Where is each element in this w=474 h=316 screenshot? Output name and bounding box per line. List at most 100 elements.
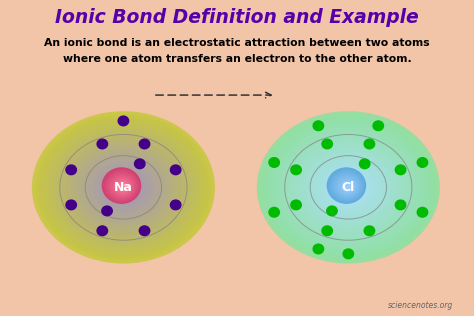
Ellipse shape [72, 145, 175, 230]
Circle shape [334, 174, 360, 198]
Ellipse shape [78, 149, 169, 225]
Ellipse shape [264, 117, 433, 258]
Ellipse shape [315, 160, 382, 215]
Ellipse shape [111, 177, 136, 198]
Circle shape [341, 181, 354, 193]
Ellipse shape [114, 180, 133, 195]
Ellipse shape [108, 175, 138, 200]
Circle shape [119, 184, 127, 191]
Ellipse shape [345, 185, 351, 190]
Ellipse shape [69, 142, 178, 233]
Ellipse shape [257, 112, 439, 263]
Circle shape [359, 159, 370, 169]
Circle shape [66, 165, 76, 175]
Circle shape [105, 171, 138, 201]
Ellipse shape [54, 130, 193, 245]
Circle shape [171, 200, 181, 210]
Circle shape [269, 207, 279, 217]
Ellipse shape [66, 140, 181, 235]
Ellipse shape [336, 177, 360, 198]
Circle shape [139, 139, 150, 149]
Ellipse shape [303, 149, 394, 225]
Circle shape [66, 200, 76, 210]
Ellipse shape [105, 172, 142, 203]
Circle shape [328, 168, 365, 203]
Text: Cl: Cl [342, 181, 355, 194]
Circle shape [346, 185, 351, 190]
Circle shape [111, 176, 134, 197]
Circle shape [97, 139, 108, 149]
Circle shape [395, 165, 406, 175]
Circle shape [291, 200, 301, 210]
Circle shape [338, 178, 356, 195]
Ellipse shape [291, 140, 406, 235]
Text: sciencenotes.org: sciencenotes.org [388, 301, 453, 310]
Ellipse shape [93, 162, 154, 213]
Ellipse shape [96, 165, 151, 210]
Ellipse shape [261, 114, 436, 260]
Ellipse shape [270, 122, 427, 253]
Circle shape [118, 116, 128, 126]
Ellipse shape [81, 152, 166, 222]
Circle shape [313, 121, 324, 131]
Ellipse shape [288, 137, 409, 238]
Text: where one atom transfers an electron to the other atom.: where one atom transfers an electron to … [63, 54, 411, 64]
Circle shape [122, 186, 125, 188]
Circle shape [329, 169, 365, 202]
Circle shape [395, 200, 406, 210]
Circle shape [118, 182, 128, 191]
Ellipse shape [285, 135, 412, 240]
Ellipse shape [90, 160, 157, 215]
Circle shape [108, 173, 136, 199]
Ellipse shape [33, 112, 214, 263]
Ellipse shape [60, 135, 187, 240]
Circle shape [333, 173, 361, 199]
Ellipse shape [75, 147, 172, 228]
Circle shape [171, 165, 181, 175]
Circle shape [347, 186, 349, 188]
Circle shape [269, 158, 279, 167]
Circle shape [343, 249, 354, 258]
Circle shape [102, 168, 141, 203]
Circle shape [107, 172, 137, 200]
Ellipse shape [275, 127, 421, 248]
Circle shape [109, 174, 135, 198]
Ellipse shape [45, 122, 202, 253]
Circle shape [115, 179, 130, 194]
Circle shape [327, 206, 337, 216]
Ellipse shape [297, 145, 400, 230]
Ellipse shape [333, 175, 364, 200]
Ellipse shape [118, 182, 129, 192]
Circle shape [336, 176, 359, 197]
Circle shape [331, 172, 362, 200]
Ellipse shape [294, 142, 403, 233]
Circle shape [139, 226, 150, 236]
Circle shape [97, 226, 108, 236]
Text: Ionic Bond Definition and Example: Ionic Bond Definition and Example [55, 8, 419, 27]
Ellipse shape [51, 127, 196, 248]
Ellipse shape [309, 155, 388, 220]
Circle shape [337, 177, 357, 196]
Ellipse shape [306, 152, 391, 222]
Ellipse shape [38, 117, 208, 258]
Ellipse shape [36, 114, 211, 260]
Ellipse shape [84, 155, 163, 220]
Ellipse shape [318, 162, 379, 213]
Ellipse shape [57, 132, 190, 243]
Circle shape [102, 206, 112, 216]
Ellipse shape [63, 137, 184, 238]
Ellipse shape [342, 182, 355, 192]
Circle shape [112, 177, 133, 196]
Ellipse shape [327, 170, 370, 205]
Circle shape [135, 159, 145, 169]
Ellipse shape [99, 167, 147, 208]
Circle shape [291, 165, 301, 175]
Circle shape [344, 184, 352, 191]
Text: An ionic bond is an electrostatic attraction between two atoms: An ionic bond is an electrostatic attrac… [44, 38, 430, 48]
Circle shape [373, 121, 383, 131]
Ellipse shape [300, 147, 397, 228]
Ellipse shape [339, 180, 357, 195]
Ellipse shape [279, 130, 418, 245]
Circle shape [330, 171, 363, 201]
Circle shape [117, 181, 129, 193]
